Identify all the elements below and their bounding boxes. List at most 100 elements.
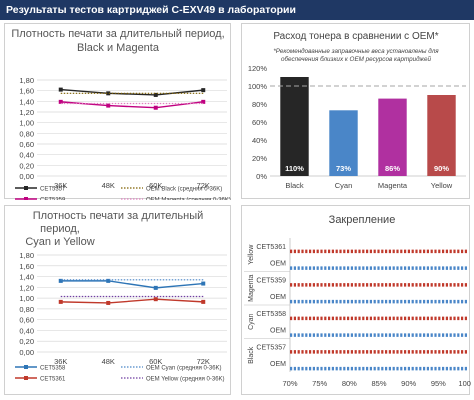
legend-label: OEM Black (средняя 0-36K) [146, 187, 222, 193]
density-chart-black-magenta: Плотность печати за длительный период, B… [4, 23, 231, 200]
group-label: Magenta [248, 275, 255, 302]
legend-label: CET5357 [40, 187, 66, 193]
data-point [58, 299, 63, 304]
x-tick-label: Black [285, 181, 304, 190]
density-chart-cyan-yellow: Плотность печати за длительный период, C… [4, 205, 231, 395]
x-tick-label: 85% [371, 379, 386, 388]
y-tick-label: 0,80 [19, 129, 34, 138]
data-point [201, 299, 206, 304]
toner-consumption-chart: Расход тонера в сравнении с OEM* *Рекоме… [241, 23, 470, 199]
series-line [60, 298, 204, 304]
x-tick-label: 60K [149, 357, 162, 366]
legend-marker [24, 197, 28, 200]
x-tick-label: 70% [282, 379, 297, 388]
group-label: Yellow [248, 244, 255, 265]
data-point [201, 281, 206, 286]
x-tick-label: 80% [342, 379, 357, 388]
data-point [58, 87, 63, 92]
y-tick-label: 0% [256, 172, 267, 181]
y-tick-label: 1,20 [19, 283, 34, 292]
y-tick-label: 0,20 [19, 337, 34, 346]
row-label: CET5359 [256, 277, 286, 284]
legend-marker [24, 186, 28, 190]
data-point [106, 278, 111, 283]
y-tick-label: 100% [248, 82, 268, 91]
chart3-title: Плотность печати за длительный [33, 210, 204, 222]
x-tick-label: 100% [458, 379, 471, 388]
row-label: CET5357 [256, 344, 286, 351]
density-chart-cyan-yellow-svg: Плотность печати за длительный период, C… [15, 210, 227, 383]
y-tick-label: 40% [252, 136, 267, 145]
data-point [106, 91, 111, 96]
fixing-chart-svg: Закрепление 70% 75% 80% 85% 90% 95% 100% Yellow… [244, 214, 471, 388]
x-tick-label: 95% [431, 379, 446, 388]
chart1-subtitle: Black и Magenta [77, 42, 160, 54]
y-tick-label: 0,80 [19, 305, 34, 314]
x-tick-label: Magenta [378, 181, 408, 190]
bar-data-label: 110% [285, 164, 304, 173]
y-tick-label: 0,60 [19, 316, 34, 325]
y-tick-label: 0,40 [19, 151, 34, 160]
series-line [60, 280, 204, 289]
y-tick-label: 0,60 [19, 140, 34, 149]
legend-label: CET5358 [40, 366, 66, 372]
bar-data-label: 86% [385, 164, 400, 173]
row-label: OEM [270, 261, 286, 268]
y-tick-label: 120% [248, 64, 268, 73]
data-point [106, 103, 111, 108]
y-tick-label: 1,80 [19, 251, 34, 260]
legend-label: OEM Cyan (средняя 0-36K) [146, 366, 222, 372]
row-label: CET5361 [256, 244, 286, 251]
x-tick-label: 36K [54, 357, 67, 366]
x-tick-label: 48K [102, 357, 115, 366]
chart4-title: Закрепление [329, 214, 396, 226]
legend-marker [24, 365, 28, 369]
bar-data-label: 90% [434, 164, 449, 173]
data-point [58, 278, 63, 283]
y-tick-label: 1,60 [19, 87, 34, 96]
row-label: OEM [270, 361, 286, 368]
y-tick-label: 1,80 [19, 76, 34, 85]
data-point [153, 105, 158, 110]
chart2-note-line1: *Рекомендованные заправочные веса устано… [273, 47, 439, 55]
y-tick-label: 1,20 [19, 108, 34, 117]
chart3-subtitle: Cyan и Yellow [25, 236, 94, 248]
bar [427, 95, 456, 176]
data-point [58, 99, 63, 104]
data-point [106, 300, 111, 305]
y-tick-label: 0,40 [19, 326, 34, 335]
data-point [201, 88, 206, 93]
chart2-title: Расход тонера в сравнении с OEM* [273, 31, 438, 42]
data-point [153, 92, 158, 97]
data-point [201, 99, 206, 104]
data-point [153, 285, 158, 290]
legend-label: CET5361 [40, 377, 66, 383]
x-tick-label: 60K [149, 181, 162, 190]
x-tick-label: 36K [54, 181, 67, 190]
bar [329, 110, 358, 176]
chart1-title: Плотность печати за длительный период, [11, 28, 224, 40]
bar [280, 77, 309, 176]
bar [378, 98, 407, 176]
y-tick-label: 0,00 [19, 348, 34, 357]
y-tick-label: 0,20 [19, 161, 34, 170]
page-banner: Результаты тестов картриджей C-EXV49 в л… [0, 0, 474, 20]
chart3-subtitle-line1: период, [40, 223, 80, 235]
x-tick-label: Yellow [431, 181, 453, 190]
y-tick-label: 20% [252, 154, 267, 163]
density-chart-black-magenta-svg: Плотность печати за длительный период, B… [11, 28, 231, 200]
fixing-chart: Закрепление 70% 75% 80% 85% 90% 95% 100% Yellow… [241, 205, 471, 395]
y-tick-label: 1,40 [19, 273, 34, 282]
x-tick-label: Cyan [335, 181, 353, 190]
group-label: Cyan [248, 313, 255, 329]
banner-title: Результаты тестов картриджей C-EXV49 в л… [6, 4, 296, 16]
x-tick-label: 72K [197, 181, 210, 190]
legend-marker [24, 376, 28, 380]
series-line [60, 101, 204, 109]
x-tick-label: 75% [312, 379, 327, 388]
x-tick-label: 48K [102, 181, 115, 190]
y-tick-label: 60% [252, 118, 267, 127]
y-tick-label: 1,00 [19, 119, 34, 128]
group-label: Black [248, 346, 255, 364]
data-point [153, 297, 158, 302]
